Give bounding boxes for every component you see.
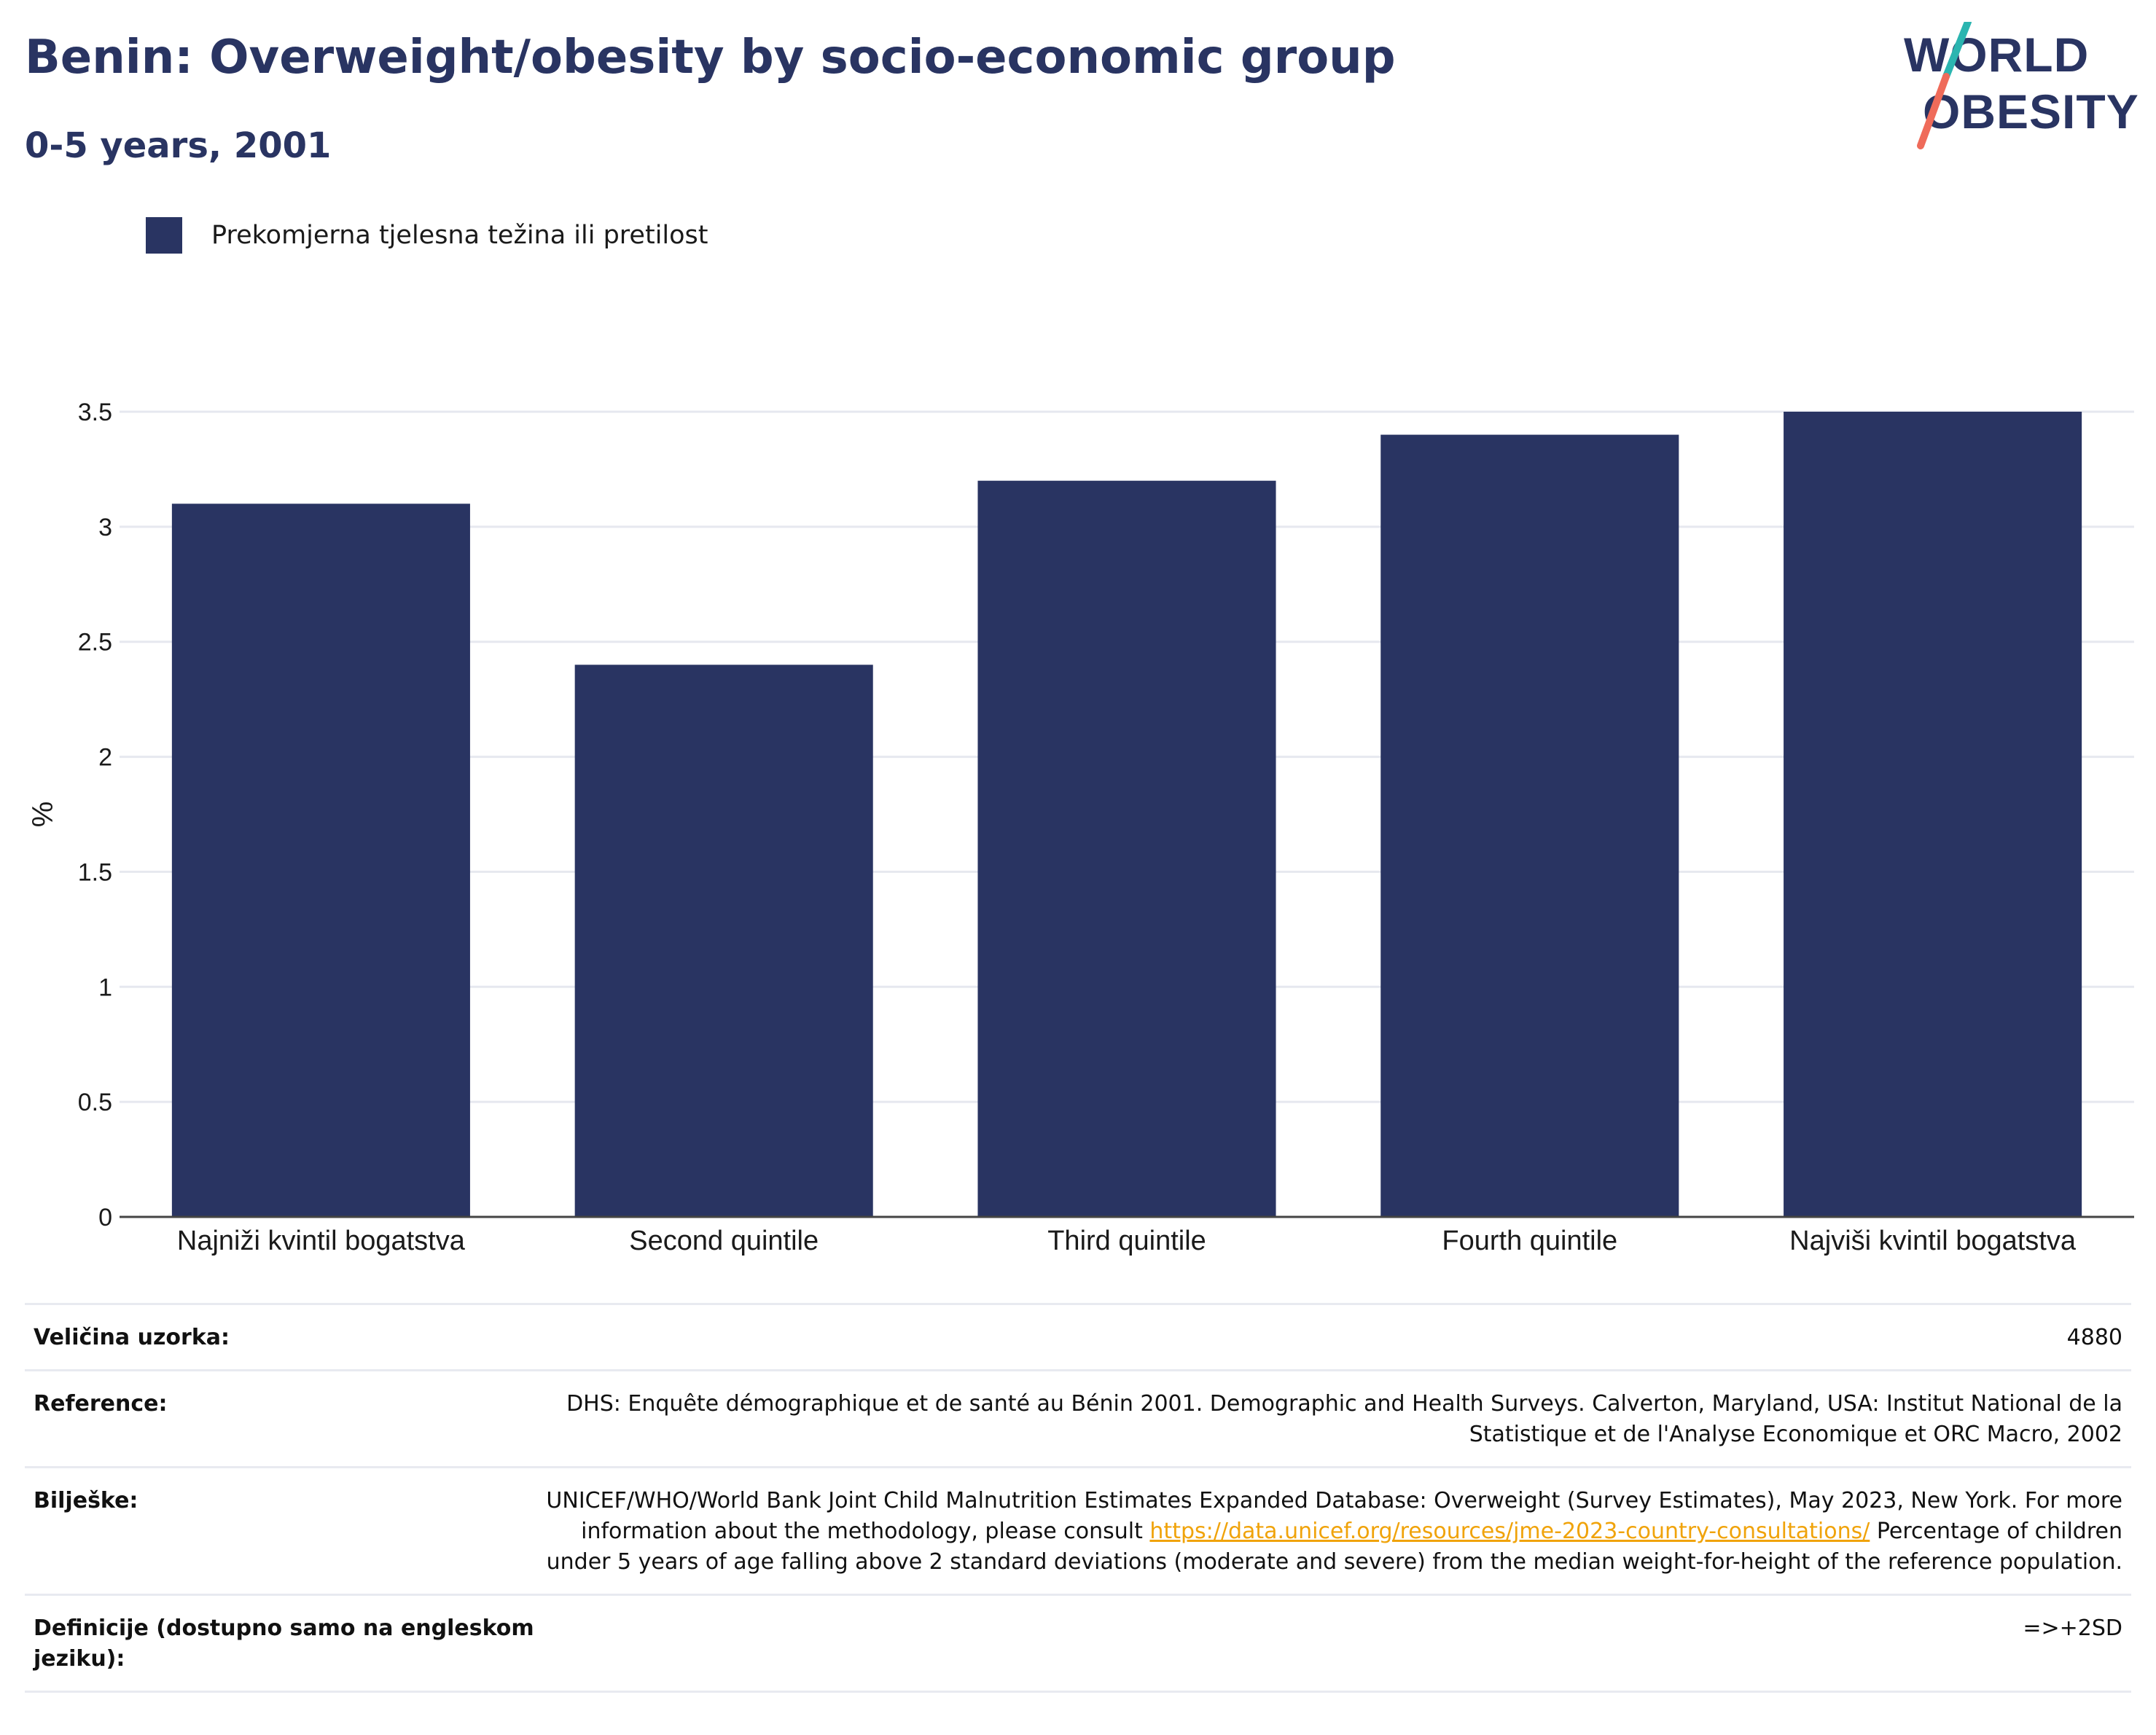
definitions-label: Definicije (dostupno samo na engleskom j… — [34, 1615, 534, 1672]
y-axis-title: % — [27, 802, 59, 828]
sample-size-value: 4880 — [2066, 1325, 2122, 1350]
chart-subtitle: 0-5 years, 2001 — [25, 125, 332, 166]
bar — [1784, 412, 2082, 1217]
x-tick-label: Fourth quintile — [1442, 1226, 1617, 1256]
definitions-value: =>+2SD — [2023, 1615, 2122, 1641]
bar — [1380, 434, 1679, 1217]
notes-value: UNICEF/WHO/World Bank Joint Child Malnut… — [544, 1486, 2122, 1578]
y-tick-label: 0 — [98, 1204, 112, 1231]
bar — [171, 504, 470, 1217]
reference-label: Reference: — [34, 1391, 168, 1417]
bar — [574, 665, 873, 1217]
x-tick-label: Second quintile — [629, 1226, 819, 1256]
y-tick-label: 2.5 — [78, 629, 112, 657]
x-tick-label: Third quintile — [1047, 1226, 1206, 1256]
bar — [977, 480, 1276, 1217]
notes-row: Bilješke: UNICEF/WHO/World Bank Joint Ch… — [25, 1468, 2131, 1596]
y-tick-label: 1.5 — [78, 858, 112, 886]
y-tick-label: 2 — [98, 744, 112, 772]
legend-swatch — [146, 217, 182, 254]
notes-link[interactable]: https://data.unicef.org/resources/jme-20… — [1149, 1519, 1870, 1544]
notes-text-after: Percentage of children under 5 years of … — [546, 1519, 2122, 1575]
world-obesity-logo: WORLD OBESITY — [1904, 22, 2139, 149]
reference-row: Reference: DHS: Enquête démographique et… — [25, 1371, 2131, 1468]
logo-line1: WORLD — [1904, 28, 2089, 82]
bar-chart: 0 0.5 1 1.5 2 2.5 3 3.5 Najniži kvintil bogatstv… — [27, 399, 2134, 1256]
y-tick-label: 0.5 — [78, 1089, 112, 1116]
notes-text-before: UNICEF/WHO/World Bank Joint Child Malnut… — [546, 1488, 2122, 1544]
logo-slash-bottom — [1917, 73, 1950, 149]
sample-size-label: Veličina uzorka: — [34, 1325, 230, 1350]
sample-size-row: Veličina uzorka: 4880 — [25, 1305, 2131, 1371]
metadata-table: Veličina uzorka: 4880 Reference: DHS: En… — [25, 1303, 2131, 1693]
chart-title: Benin: Overweight/obesity by socio-econo… — [25, 31, 1396, 85]
legend-label: Prekomjerna tjelesna težina ili pretilos… — [211, 221, 708, 250]
legend[interactable]: Prekomjerna tjelesna težina ili pretilos… — [146, 217, 708, 254]
x-tick-label: Najniži kvintil bogatstva — [177, 1226, 466, 1256]
logo-slash-top — [1942, 22, 1972, 80]
y-tick-label: 1 — [98, 974, 112, 1001]
definitions-row: Definicije (dostupno samo na engleskom j… — [25, 1596, 2131, 1693]
logo-line2: OBESITY — [1923, 85, 2139, 138]
notes-label: Bilješke: — [34, 1488, 138, 1513]
y-tick-label: 3 — [98, 514, 112, 541]
y-tick-label: 3.5 — [78, 399, 112, 426]
x-tick-label: Najviši kvintil bogatstva — [1789, 1226, 2077, 1256]
reference-value: DHS: Enquête démographique et de santé a… — [566, 1391, 2122, 1447]
